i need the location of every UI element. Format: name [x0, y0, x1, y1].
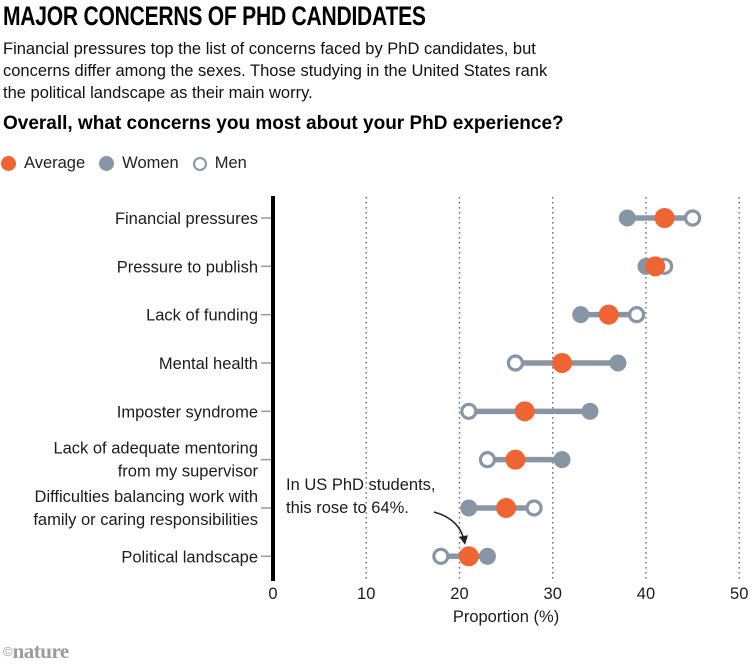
subtitle-line: Financial pressures top the list of conc…	[3, 40, 536, 59]
men-dot	[478, 451, 497, 469]
category-label: Imposter syndrome	[117, 403, 258, 421]
category-label: Difficulties balancing work with family o…	[33, 488, 258, 529]
legend-item-men: Men	[192, 154, 247, 173]
category-label: Pressure to publish	[117, 258, 258, 276]
subtitle-line: concerns differ among the sexes. Those s…	[3, 62, 548, 81]
category-label: Mental health	[159, 355, 258, 373]
men-dot-icon	[192, 156, 207, 171]
legend-label-women: Women	[122, 154, 179, 172]
annotation-text: In US PhD students, this rose to 64%.	[286, 476, 436, 517]
category-label: Lack of adequate mentoring from my superv…	[53, 440, 258, 481]
average-dot	[496, 497, 517, 518]
average-dot	[645, 256, 666, 277]
average-dot	[654, 208, 675, 228]
women-dot	[609, 354, 627, 372]
category-label: Lack of funding	[146, 307, 258, 325]
brand-name: nature	[12, 639, 70, 663]
x-axis-label: Proportion (%)	[453, 608, 559, 626]
women-dot	[618, 209, 636, 227]
legend-item-women: Women	[99, 154, 179, 173]
x-tick-label: 20	[450, 585, 468, 603]
chart-title: MAJOR CONCERNS OF PHD CANDIDATES	[3, 1, 426, 31]
women-dot	[572, 306, 590, 324]
women-dot-icon	[99, 156, 115, 171]
x-tick-label: 30	[544, 585, 562, 603]
x-tick-label: 10	[357, 585, 375, 603]
average-dot	[598, 304, 619, 325]
category-label: Political landscape	[121, 548, 258, 566]
men-dot	[628, 306, 646, 324]
average-dot	[514, 401, 535, 422]
women-dot	[478, 547, 496, 565]
legend-label-average: Average	[24, 154, 86, 172]
x-tick-label: 50	[730, 585, 748, 603]
x-tick-label: 40	[637, 585, 655, 603]
average-dot	[505, 449, 526, 470]
women-dot	[460, 499, 478, 517]
legend: Average Women Men	[1, 154, 247, 173]
header: MAJOR CONCERNS OF PHD CANDIDATES Financi…	[3, 2, 748, 104]
legend-item-average: Average	[1, 154, 85, 173]
women-dot	[581, 402, 599, 420]
annotation-arrow	[433, 511, 469, 545]
average-dot-icon	[1, 156, 16, 171]
chart-subtitle: Financial pressures top the list of conc…	[3, 39, 748, 104]
chart-question: Overall, what concerns you most about yo…	[3, 113, 564, 134]
x-tick-label: 0	[268, 585, 277, 603]
subtitle-line: the political landscape as their main wo…	[3, 83, 313, 102]
men-dot	[683, 209, 702, 227]
copyright-symbol: ©	[3, 644, 13, 659]
nature-logo: © nature	[3, 641, 69, 662]
women-dot	[553, 451, 571, 469]
average-dot	[552, 352, 573, 373]
men-dot	[460, 402, 478, 420]
men-dot	[506, 354, 525, 372]
legend-label-men: Men	[214, 154, 247, 172]
average-dot	[458, 546, 479, 567]
category-label: Financial pressures	[115, 210, 258, 228]
men-dot	[432, 547, 450, 565]
men-dot	[525, 499, 543, 517]
